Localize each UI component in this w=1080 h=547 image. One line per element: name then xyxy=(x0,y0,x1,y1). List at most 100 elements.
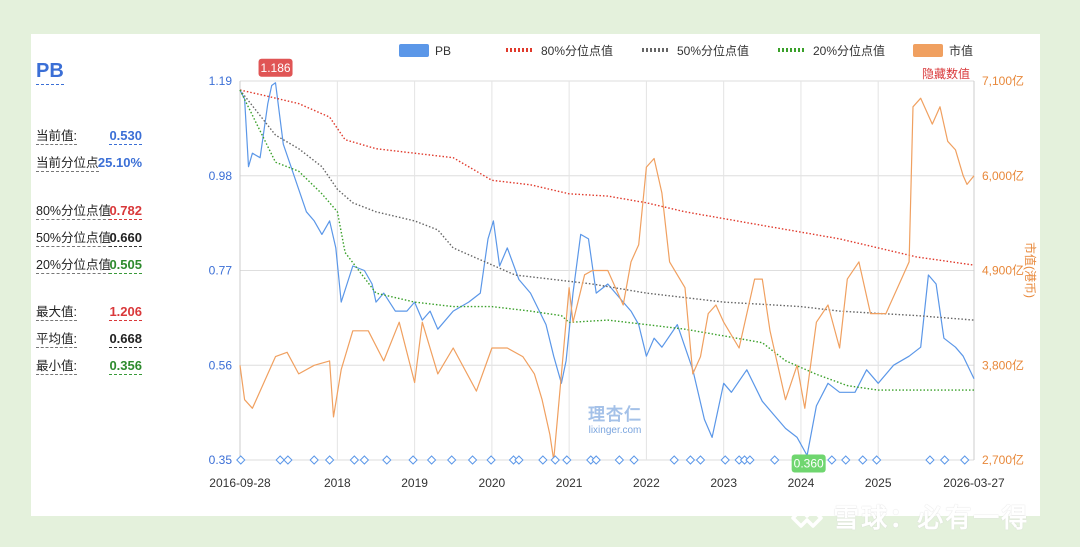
event-marker xyxy=(275,455,285,465)
series-line-市值 xyxy=(239,97,975,461)
stat-row-p80: 80%分位点值 0.782 xyxy=(36,203,146,221)
event-marker xyxy=(467,455,478,465)
stat-value: 0.660 xyxy=(109,230,142,247)
event-marker xyxy=(359,455,370,465)
legend-label: 50%分位点值 xyxy=(677,43,749,58)
event-marker xyxy=(514,455,524,465)
event-marker xyxy=(486,455,496,465)
stat-label: 80%分位点值 xyxy=(36,204,112,220)
event-marker xyxy=(939,455,950,465)
stat-row-current-percentile: 当前分位点 25.10% xyxy=(36,155,146,173)
stat-label: 最小值: xyxy=(36,359,77,375)
x-tick-label: 2021 xyxy=(556,476,583,490)
stat-label: 20%分位点值 xyxy=(36,258,112,274)
event-marker xyxy=(591,455,601,465)
stat-value: 1.206 xyxy=(109,304,142,321)
x-tick-label: 2016-09-28 xyxy=(209,476,271,490)
event-marker xyxy=(745,455,755,465)
stat-label: 当前分位点 xyxy=(36,156,99,172)
y-left-tick-label: 1.19 xyxy=(209,74,233,88)
xueqiu-watermark: 雪球：必有一得 xyxy=(790,498,1029,535)
stat-row-current-value: 当前值: 0.530 xyxy=(36,128,146,146)
annotation-label: 0.360 xyxy=(794,456,824,470)
stat-value: 0.530 xyxy=(109,128,142,145)
y-right-tick-label: 7,100亿 xyxy=(982,73,1024,88)
y-left-tick-label: 0.98 xyxy=(209,169,233,183)
legend-label: PB xyxy=(435,44,451,58)
event-marker xyxy=(283,455,293,465)
y-right-axis-label: 市值(港币) xyxy=(1023,242,1038,298)
series-line-20%分位点值 xyxy=(239,89,974,391)
annotation-badge xyxy=(791,454,826,473)
y-left-tick-label: 0.56 xyxy=(209,358,233,372)
event-marker xyxy=(324,455,335,465)
lixinger-name: 理杏仁 xyxy=(588,405,642,424)
x-tick-label: 2022 xyxy=(633,476,660,490)
x-tick-label: 2025 xyxy=(865,476,892,490)
x-tick-label: 2026-03-27 xyxy=(943,476,1005,490)
stat-label: 最大值: xyxy=(36,305,77,321)
legend-swatch-市值 xyxy=(913,44,943,57)
stat-value: 25.10% xyxy=(97,155,142,170)
annotation-badge xyxy=(258,58,293,77)
event-marker xyxy=(426,455,437,465)
event-marker xyxy=(685,455,696,465)
event-marker xyxy=(960,455,970,465)
event-marker xyxy=(538,455,548,465)
y-right-tick-label: 4,900亿 xyxy=(982,263,1024,278)
xueqiu-logo-icon xyxy=(791,508,823,528)
event-marker xyxy=(236,455,246,465)
series-line-80%分位点值 xyxy=(239,89,975,266)
event-marker xyxy=(695,455,706,465)
y-right-tick-label: 2,700亿 xyxy=(982,452,1024,467)
event-marker xyxy=(562,455,572,465)
y-left-tick-label: 0.77 xyxy=(209,264,233,278)
stat-label: 当前值: xyxy=(36,129,77,145)
stat-value: 0.356 xyxy=(109,358,142,375)
stat-value: 0.668 xyxy=(109,331,142,348)
event-marker xyxy=(720,455,730,465)
legend-label: 20%分位点值 xyxy=(813,43,885,58)
legend-swatch-PB xyxy=(399,44,429,57)
x-tick-label: 2019 xyxy=(401,476,428,490)
event-marker xyxy=(669,455,679,465)
stat-label: 平均值: xyxy=(36,332,77,348)
event-marker xyxy=(614,455,625,465)
lixinger-watermark: 理杏仁 lixinger.com xyxy=(585,400,645,436)
event-marker xyxy=(925,455,935,465)
event-marker xyxy=(871,455,882,465)
event-marker xyxy=(309,455,319,465)
y-right-tick-label: 6,000亿 xyxy=(982,168,1024,183)
y-right-tick-label: 3,800亿 xyxy=(982,357,1024,372)
x-tick-label: 2018 xyxy=(324,476,351,490)
stat-row-min: 最小值: 0.356 xyxy=(36,358,146,376)
event-marker xyxy=(827,455,837,465)
event-marker xyxy=(382,455,392,465)
stat-label: 50%分位点值 xyxy=(36,231,112,247)
event-marker xyxy=(769,455,780,465)
event-marker xyxy=(858,455,868,465)
event-marker xyxy=(446,455,457,465)
stat-value: 0.782 xyxy=(109,203,142,220)
x-tick-label: 2023 xyxy=(710,476,737,490)
stat-row-mean: 平均值: 0.668 xyxy=(36,331,146,349)
xueqiu-brand: 雪球：必有一得 xyxy=(833,503,1030,533)
stat-row-p50: 50%分位点值 0.660 xyxy=(36,230,146,248)
y-left-tick-label: 0.35 xyxy=(209,453,233,467)
x-tick-label: 2024 xyxy=(788,476,815,490)
event-marker xyxy=(629,455,639,465)
event-marker xyxy=(408,455,418,465)
x-tick-label: 2020 xyxy=(479,476,506,490)
stat-row-p20: 20%分位点值 0.505 xyxy=(36,257,146,275)
chart-panel xyxy=(31,34,1040,516)
stat-row-max: 最大值: 1.206 xyxy=(36,304,146,322)
event-marker xyxy=(550,455,560,465)
stats-title: PB xyxy=(36,60,64,85)
legend-label: 市值 xyxy=(949,43,973,58)
y-right-top-label: 隐藏数值 xyxy=(922,66,970,81)
legend-label: 80%分位点值 xyxy=(541,43,613,58)
series-line-PB xyxy=(239,82,975,457)
lixinger-url: lixinger.com xyxy=(588,425,642,436)
stat-value: 0.505 xyxy=(109,257,142,274)
